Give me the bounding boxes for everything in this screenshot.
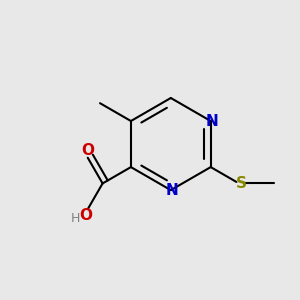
Text: O: O: [80, 208, 93, 223]
Text: N: N: [166, 183, 179, 198]
Text: N: N: [206, 113, 219, 128]
Text: O: O: [81, 143, 94, 158]
Text: H: H: [70, 212, 80, 225]
Text: S: S: [236, 176, 246, 191]
